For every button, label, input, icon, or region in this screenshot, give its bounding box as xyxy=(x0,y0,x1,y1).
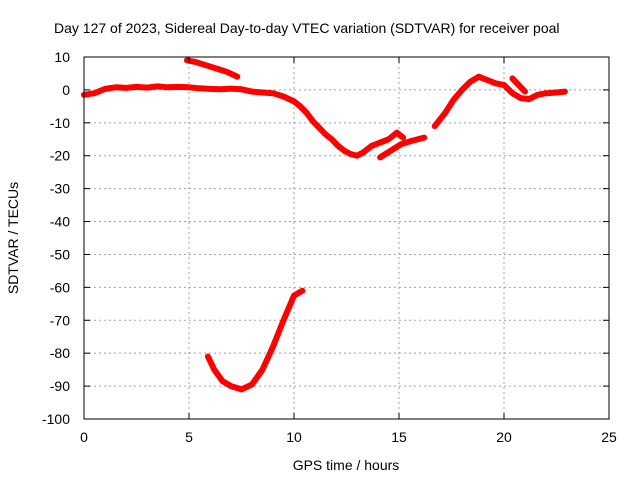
x-tick-label: 15 xyxy=(391,429,407,445)
series-arc-main-morning xyxy=(81,83,367,159)
x-tick-label: 0 xyxy=(80,429,88,445)
tick-labels: 0 5 10 15 20 25 10 0 -10 -20 -30 -40 -50 -60 -70 -80 -90… xyxy=(42,49,617,445)
axis-ticks xyxy=(83,56,610,420)
series-arc-evening xyxy=(431,73,568,130)
y-tick-label: -90 xyxy=(50,378,70,394)
data-series xyxy=(81,57,568,393)
y-tick-label: -70 xyxy=(50,312,70,328)
y-tick-label: -50 xyxy=(50,246,70,262)
y-tick-label: -80 xyxy=(50,345,70,361)
y-tick-label: -100 xyxy=(42,411,70,427)
y-tick-label: 0 xyxy=(62,82,70,98)
y-tick-label: 10 xyxy=(54,49,70,65)
x-axis-title: GPS time / hours xyxy=(293,457,400,473)
series-arc-evening-short xyxy=(509,75,528,95)
x-tick-label: 25 xyxy=(601,429,617,445)
series-arc-low-deep xyxy=(204,287,306,393)
series-arc-early-high xyxy=(183,57,241,80)
y-tick-label: -60 xyxy=(50,279,70,295)
y-tick-label: -10 xyxy=(50,115,70,131)
y-tick-label: -30 xyxy=(50,181,70,197)
grid-lines xyxy=(84,57,609,419)
y-axis-title: SDTVAR / TECUs xyxy=(5,182,21,294)
y-tick-label: -20 xyxy=(50,148,70,164)
x-tick-label: 5 xyxy=(185,429,193,445)
y-tick-label: -40 xyxy=(50,214,70,230)
plot-frame xyxy=(83,56,610,420)
series-arc-afternoon-b xyxy=(377,134,428,161)
series-arc-afternoon-a xyxy=(360,129,407,156)
x-tick-label: 10 xyxy=(286,429,302,445)
x-tick-label: 20 xyxy=(496,429,512,445)
chart-title: Day 127 of 2023, Sidereal Day-to-day VTE… xyxy=(54,20,560,36)
